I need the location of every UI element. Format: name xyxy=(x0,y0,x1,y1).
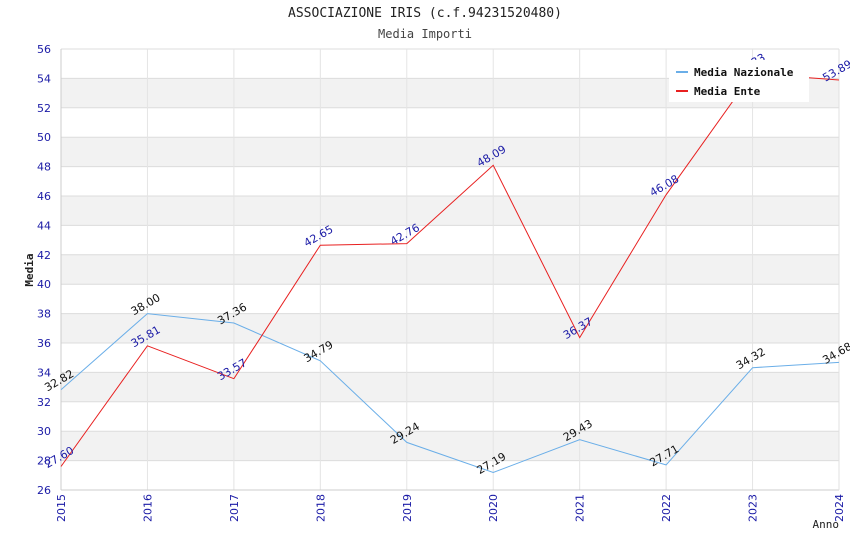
x-tick-label: 2020 xyxy=(487,494,500,522)
plot-band xyxy=(61,107,839,138)
plot-band xyxy=(61,196,839,226)
x-tick-label: 2018 xyxy=(314,494,327,522)
legend-entry[interactable]: Media Nazionale xyxy=(694,66,794,79)
y-tick-label: 48 xyxy=(37,161,51,174)
series-line-2 xyxy=(60,72,840,467)
y-tick-label: 50 xyxy=(37,131,51,144)
y-axis-label: Media xyxy=(23,253,36,286)
y-tick-label: 36 xyxy=(37,337,51,350)
plot-background-bands xyxy=(61,49,839,490)
plot-band xyxy=(61,137,839,167)
series-line-1 xyxy=(60,313,840,474)
plot-band xyxy=(61,225,839,255)
chart-title: ASSOCIAZIONE IRIS (c.f.94231520480) xyxy=(288,6,562,21)
x-axis-ticks: 2015 2016 2017 2018 2019 2020 2021 2022 2023 2024 xyxy=(55,494,846,522)
x-tick-label: 2016 xyxy=(141,494,154,522)
legend-box xyxy=(669,60,809,102)
plot-band xyxy=(61,343,839,373)
plot-band xyxy=(61,254,839,285)
x-tick-label: 2022 xyxy=(660,494,673,522)
x-tick-label: 2019 xyxy=(401,494,414,522)
x-tick-label: 2024 xyxy=(833,494,846,522)
plot-band xyxy=(61,284,839,314)
axes xyxy=(60,49,840,491)
plot-band xyxy=(61,431,839,461)
plot-band xyxy=(61,313,839,343)
y-tick-label: 56 xyxy=(37,43,51,56)
y-tick-label: 52 xyxy=(37,102,51,115)
x-tick-label: 2015 xyxy=(55,494,68,522)
plot-band xyxy=(61,166,839,196)
y-tick-label: 44 xyxy=(37,219,51,232)
plot-band xyxy=(61,401,839,432)
y-tick-label: 38 xyxy=(37,308,51,321)
legend[interactable]: Media Nazionale Media Ente xyxy=(669,60,809,102)
x-axis-label: Anno xyxy=(813,518,840,531)
y-tick-label: 28 xyxy=(37,455,51,468)
y-tick-label: 30 xyxy=(37,425,51,438)
legend-entry[interactable]: Media Ente xyxy=(694,85,761,98)
x-tick-label: 2017 xyxy=(228,494,241,522)
y-tick-label: 32 xyxy=(37,396,51,409)
gridlines xyxy=(60,48,840,491)
y-tick-label: 46 xyxy=(37,190,51,203)
y-tick-label: 34 xyxy=(37,366,51,379)
x-tick-label: 2021 xyxy=(574,494,587,522)
series-lines xyxy=(60,72,840,474)
y-tick-label: 40 xyxy=(37,278,51,291)
y-axis-ticks: 26 28 30 32 34 36 38 40 42 44 46 48 50 52 54 56 xyxy=(37,43,51,497)
y-tick-label: 26 xyxy=(37,484,51,497)
chart-subtitle: Media Importi xyxy=(378,27,472,41)
x-tick-label: 2023 xyxy=(747,494,760,522)
y-tick-label: 54 xyxy=(37,72,51,85)
y-tick-label: 42 xyxy=(37,249,51,262)
plot-band xyxy=(61,460,839,490)
plot-band xyxy=(61,372,839,402)
